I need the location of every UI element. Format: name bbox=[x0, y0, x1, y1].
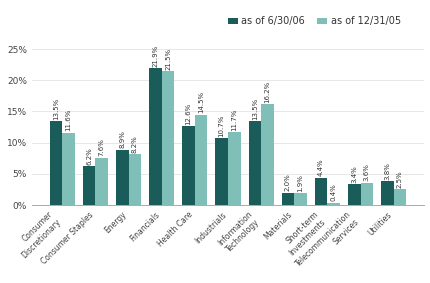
Text: 3.4%: 3.4% bbox=[350, 165, 356, 183]
Bar bbox=[294, 193, 306, 205]
Bar bbox=[347, 184, 359, 205]
Text: 7.6%: 7.6% bbox=[98, 139, 104, 156]
Text: 2.0%: 2.0% bbox=[284, 173, 290, 191]
Bar bbox=[62, 133, 75, 205]
Text: 4.4%: 4.4% bbox=[317, 159, 323, 176]
Text: 21.9%: 21.9% bbox=[152, 45, 158, 67]
Bar bbox=[281, 193, 294, 205]
Bar bbox=[161, 71, 174, 205]
Text: 3.8%: 3.8% bbox=[384, 162, 390, 180]
Bar bbox=[194, 115, 207, 205]
Bar bbox=[49, 121, 62, 205]
Text: 13.5%: 13.5% bbox=[251, 97, 257, 120]
Bar bbox=[182, 127, 194, 205]
Bar bbox=[359, 183, 372, 205]
Text: 3.6%: 3.6% bbox=[363, 164, 369, 181]
Bar bbox=[215, 138, 227, 205]
Text: 2.5%: 2.5% bbox=[396, 171, 402, 188]
Text: 11.6%: 11.6% bbox=[65, 109, 71, 132]
Bar bbox=[261, 104, 273, 205]
Bar bbox=[116, 149, 128, 205]
Bar bbox=[128, 154, 141, 205]
Bar bbox=[83, 166, 95, 205]
Text: 10.7%: 10.7% bbox=[218, 115, 224, 137]
Text: 13.5%: 13.5% bbox=[53, 97, 59, 120]
Text: 16.2%: 16.2% bbox=[264, 81, 270, 103]
Bar bbox=[327, 203, 339, 205]
Bar bbox=[95, 158, 108, 205]
Text: 21.5%: 21.5% bbox=[165, 48, 171, 70]
Bar bbox=[248, 121, 261, 205]
Bar bbox=[393, 189, 405, 205]
Text: 11.7%: 11.7% bbox=[231, 108, 237, 131]
Bar bbox=[149, 68, 161, 205]
Text: 8.2%: 8.2% bbox=[132, 135, 138, 153]
Text: 8.9%: 8.9% bbox=[119, 130, 125, 148]
Text: 14.5%: 14.5% bbox=[198, 91, 204, 113]
Text: 12.6%: 12.6% bbox=[185, 103, 191, 125]
Bar bbox=[227, 132, 240, 205]
Text: 1.9%: 1.9% bbox=[297, 174, 303, 192]
Bar bbox=[380, 181, 393, 205]
Text: 0.4%: 0.4% bbox=[330, 184, 336, 201]
Legend: as of 6/30/06, as of 12/31/05: as of 6/30/06, as of 12/31/05 bbox=[224, 12, 404, 30]
Text: 6.2%: 6.2% bbox=[86, 147, 92, 165]
Bar bbox=[314, 178, 327, 205]
